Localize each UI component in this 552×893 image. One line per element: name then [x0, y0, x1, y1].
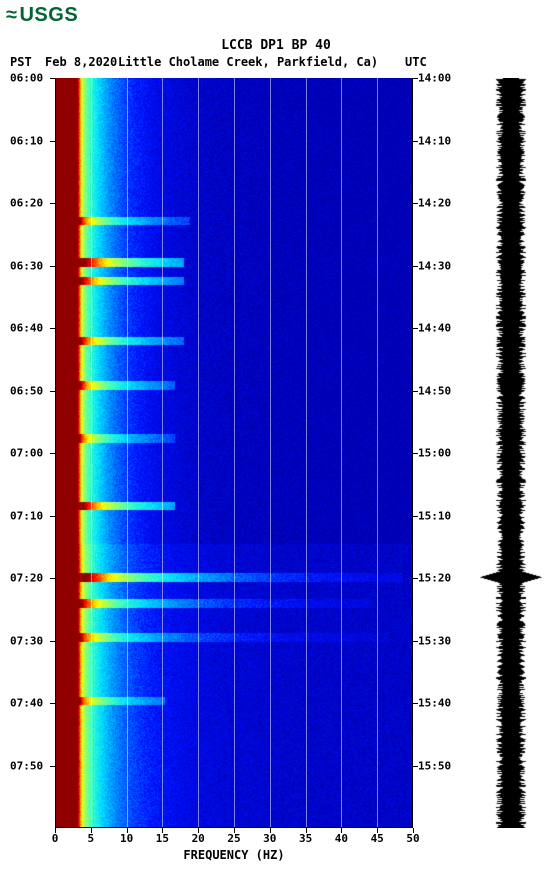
x-tick-label: 20: [192, 832, 205, 845]
x-tick-label: 15: [156, 832, 169, 845]
y-left-label: 06:20: [10, 197, 52, 210]
y-left-label: 07:50: [10, 759, 52, 772]
y-left-label: 07:20: [10, 572, 52, 585]
x-tick-label: 50: [406, 832, 419, 845]
y-left-label: 06:40: [10, 322, 52, 335]
y-left-label: 06:10: [10, 134, 52, 147]
y-left-label: 06:30: [10, 259, 52, 272]
spectrogram-chart: [55, 78, 413, 828]
x-tick-label: 45: [371, 832, 384, 845]
y-left-label: 06:50: [10, 384, 52, 397]
tz-right-label: UTC: [405, 55, 427, 69]
y-right-label: 14:50: [418, 384, 458, 397]
y-right-label: 15:00: [418, 447, 458, 460]
x-tick-label: 30: [263, 832, 276, 845]
date-label: Feb 8,2020: [45, 55, 117, 69]
x-tick-label: 10: [120, 832, 133, 845]
y-right-label: 15:50: [418, 759, 458, 772]
x-tick-label: 35: [299, 832, 312, 845]
y-right-label: 15:30: [418, 634, 458, 647]
y-right-label: 14:10: [418, 134, 458, 147]
chart-title: LCCB DP1 BP 40: [0, 38, 552, 53]
y-left-label: 07:30: [10, 634, 52, 647]
y-left-label: 07:40: [10, 697, 52, 710]
location-label: Little Cholame Creek, Parkfield, Ca): [118, 55, 378, 69]
y-right-label: 14:30: [418, 259, 458, 272]
x-axis-title: FREQUENCY (HZ): [55, 848, 413, 862]
y-left-label: 07:00: [10, 447, 52, 460]
y-right-label: 15:40: [418, 697, 458, 710]
usgs-logo: USGS: [6, 4, 78, 27]
x-tick-label: 5: [87, 832, 94, 845]
tz-left-label: PST: [10, 55, 32, 69]
waveform-canvas: [478, 78, 544, 828]
y-left-label: 07:10: [10, 509, 52, 522]
x-tick-label: 0: [52, 832, 59, 845]
y-left-label: 06:00: [10, 72, 52, 85]
waveform-trace: [478, 78, 544, 828]
y-right-label: 14:00: [418, 72, 458, 85]
y-right-label: 15:20: [418, 572, 458, 585]
x-tick-label: 25: [227, 832, 240, 845]
y-right-label: 14:40: [418, 322, 458, 335]
y-right-label: 15:10: [418, 509, 458, 522]
x-tick-label: 40: [335, 832, 348, 845]
y-right-label: 14:20: [418, 197, 458, 210]
